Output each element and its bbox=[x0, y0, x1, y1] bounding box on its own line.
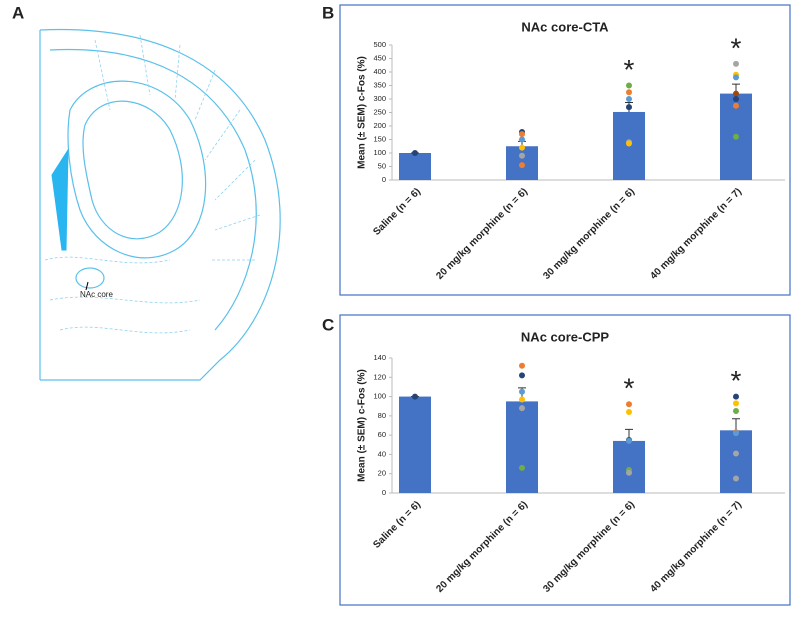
data-point bbox=[733, 74, 739, 81]
chart-frame bbox=[339, 4, 791, 296]
data-point bbox=[519, 372, 525, 379]
data-point bbox=[626, 469, 632, 476]
x-tick-label: 20 mg/kg morphine (n = 6) bbox=[434, 499, 530, 595]
data-point bbox=[626, 437, 632, 444]
data-point bbox=[733, 408, 739, 415]
y-axis-title: Mean (± SEM) c-Fos (%) bbox=[357, 56, 368, 169]
panel-label: C bbox=[322, 315, 334, 334]
y-tick-label: 0 bbox=[382, 488, 386, 497]
data-point bbox=[626, 409, 632, 415]
data-point bbox=[733, 475, 739, 482]
data-point bbox=[733, 400, 739, 407]
data-point bbox=[733, 133, 739, 140]
panel-label: A bbox=[12, 3, 24, 22]
data-point bbox=[519, 388, 525, 395]
data-point bbox=[519, 152, 525, 159]
data-point bbox=[519, 136, 525, 143]
data-point bbox=[519, 405, 525, 412]
significance-marker: * bbox=[624, 373, 635, 404]
data-point bbox=[733, 450, 739, 457]
data-point bbox=[733, 90, 739, 97]
bar bbox=[720, 430, 752, 493]
data-point bbox=[626, 401, 632, 408]
y-tick-label: 20 bbox=[378, 469, 386, 478]
y-tick-label: 400 bbox=[373, 67, 386, 76]
x-tick-label: 40 mg/kg morphine (n = 7) bbox=[648, 186, 744, 282]
y-tick-label: 100 bbox=[373, 148, 386, 157]
data-point bbox=[626, 140, 632, 147]
data-point bbox=[412, 150, 418, 156]
y-tick-label: 120 bbox=[373, 372, 386, 381]
data-point bbox=[519, 144, 525, 151]
y-tick-label: 250 bbox=[373, 107, 386, 116]
bar bbox=[399, 396, 431, 493]
y-tick-label: 350 bbox=[373, 80, 386, 89]
significance-marker: * bbox=[731, 32, 742, 63]
y-axis-title: Mean (± SEM) c-Fos (%) bbox=[357, 369, 368, 482]
x-tick-label: 30 mg/kg morphine (n = 6) bbox=[541, 499, 637, 595]
data-point bbox=[519, 362, 525, 369]
chart-title: NAc core-CPP bbox=[521, 329, 609, 344]
y-tick-label: 300 bbox=[373, 94, 386, 103]
data-point bbox=[626, 104, 632, 111]
chart-title: NAc core-CTA bbox=[521, 19, 609, 34]
y-tick-label: 500 bbox=[373, 40, 386, 49]
x-tick-label: 40 mg/kg morphine (n = 7) bbox=[648, 499, 744, 595]
data-point bbox=[733, 430, 739, 437]
y-tick-label: 0 bbox=[382, 175, 386, 184]
x-tick-label: Saline (n = 6) bbox=[371, 499, 423, 551]
significance-marker: * bbox=[731, 365, 742, 396]
error-bar bbox=[732, 418, 740, 431]
bar bbox=[506, 401, 538, 493]
data-point bbox=[626, 89, 632, 96]
y-tick-label: 80 bbox=[378, 411, 386, 420]
y-tick-label: 50 bbox=[378, 161, 386, 170]
y-tick-label: 200 bbox=[373, 121, 386, 130]
diagram-label: NAc core bbox=[80, 290, 113, 299]
data-point bbox=[519, 396, 525, 403]
y-tick-label: 60 bbox=[378, 430, 386, 439]
x-tick-label: 20 mg/kg morphine (n = 6) bbox=[434, 186, 530, 282]
y-tick-label: 40 bbox=[378, 449, 386, 458]
significance-marker: * bbox=[624, 54, 635, 85]
x-tick-label: 30 mg/kg morphine (n = 6) bbox=[541, 186, 637, 282]
data-point bbox=[733, 102, 739, 109]
chart-frame bbox=[339, 314, 791, 606]
data-point bbox=[626, 96, 632, 102]
data-point bbox=[733, 96, 739, 102]
y-tick-label: 140 bbox=[373, 353, 386, 362]
data-point bbox=[733, 60, 739, 67]
y-tick-label: 450 bbox=[373, 53, 386, 62]
brain-diagram: NAc core bbox=[39, 28, 281, 381]
x-tick-label: Saline (n = 6) bbox=[371, 186, 423, 238]
bar bbox=[399, 153, 431, 180]
data-point bbox=[519, 131, 525, 138]
data-point bbox=[733, 393, 739, 400]
y-tick-label: 150 bbox=[373, 134, 386, 143]
data-point bbox=[519, 162, 525, 169]
panel-label: B bbox=[322, 3, 334, 22]
data-point bbox=[519, 464, 525, 471]
y-tick-label: 100 bbox=[373, 392, 386, 401]
data-point bbox=[412, 393, 418, 400]
data-point bbox=[626, 82, 632, 89]
